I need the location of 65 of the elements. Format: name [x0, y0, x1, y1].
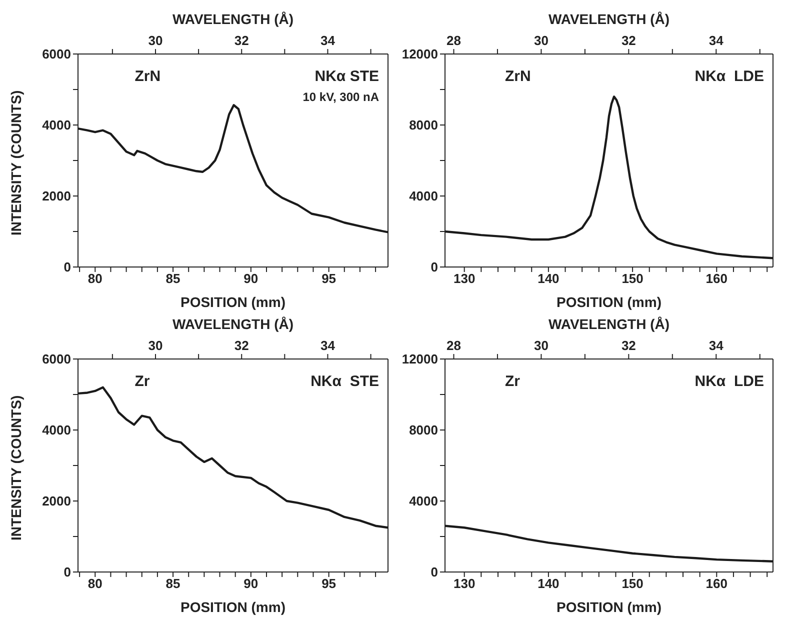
x-tick-label: 160 — [706, 576, 728, 592]
x-axis-title: POSITION (mm) — [556, 294, 662, 310]
x-tick-label: 80 — [88, 271, 102, 286]
x-tick-label: 85 — [166, 576, 180, 592]
annotation: ZrN — [134, 68, 161, 85]
annotation: Zr — [134, 373, 150, 390]
x-tick-label: 80 — [88, 576, 102, 592]
x2-tick-label: 28 — [446, 33, 461, 48]
annotation: NKα STE — [314, 68, 379, 85]
x-tick-label: 150 — [622, 576, 644, 592]
x-axis-title: POSITION (mm) — [556, 599, 662, 615]
x-tick-label: 130 — [453, 576, 476, 592]
x-tick-label: 90 — [244, 271, 258, 286]
y-axis-title: INTENSITY (COUNTS) — [8, 395, 24, 540]
x2-tick-label: 34 — [320, 338, 336, 353]
annotation: Zr — [504, 373, 520, 390]
x2-tick-label: 28 — [446, 338, 461, 353]
x2-tick-label: 32 — [621, 338, 636, 353]
y-tick-label: 4000 — [409, 188, 438, 204]
annotation: NKα STE — [310, 373, 379, 390]
x-tick-label: 140 — [538, 576, 560, 592]
x-tick-label: 90 — [244, 576, 258, 592]
annotation: 10 kV, 300 nA — [302, 90, 379, 104]
x-tick-label: 160 — [706, 271, 728, 286]
x2-axis-title: WAVELENGTH (Å) — [172, 316, 294, 332]
x2-tick-label: 34 — [708, 338, 724, 353]
x2-tick-label: 30 — [534, 338, 548, 353]
y-tick-label: 0 — [430, 564, 438, 580]
y-tick-label: 12000 — [402, 46, 438, 62]
x-tick-label: 85 — [166, 271, 180, 286]
y-tick-label: 2000 — [42, 494, 71, 509]
y-axis-title: INTENSITY (COUNTS) — [8, 90, 24, 236]
y-tick-label: 6000 — [42, 352, 71, 367]
x-tick-label: 95 — [322, 271, 336, 286]
y-tick-label: 0 — [64, 260, 71, 275]
x2-axis-title: WAVELENGTH (Å) — [172, 11, 294, 27]
y-tick-label: 8000 — [409, 422, 438, 438]
x2-tick-label: 32 — [234, 338, 249, 353]
annotation: ZrN — [504, 68, 531, 85]
x-tick-label: 130 — [453, 271, 476, 286]
x2-tick-label: 30 — [534, 33, 548, 48]
y-tick-label: 0 — [430, 260, 438, 275]
y-tick-label: 4000 — [42, 422, 71, 438]
x-tick-label: 140 — [538, 271, 560, 286]
y-tick-label: 8000 — [409, 118, 438, 133]
x-axis-title: POSITION (mm) — [180, 294, 286, 310]
x-tick-label: 150 — [622, 271, 644, 286]
y-tick-label: 4000 — [42, 118, 71, 133]
y-tick-label: 4000 — [409, 494, 438, 509]
x2-tick-label: 30 — [148, 338, 163, 353]
y-tick-label: 2000 — [42, 188, 71, 204]
x-tick-label: 95 — [322, 576, 336, 592]
x2-tick-label: 30 — [148, 33, 163, 48]
x2-tick-label: 34 — [708, 33, 724, 48]
annotation: NKα LDE — [694, 68, 764, 85]
x2-tick-label: 32 — [234, 33, 249, 48]
x-axis-title: POSITION (mm) — [180, 599, 286, 615]
x2-axis-title: WAVELENGTH (Å) — [548, 316, 670, 332]
annotation: NKα LDE — [694, 373, 764, 390]
y-tick-label: 12000 — [402, 352, 438, 367]
x2-tick-label: 32 — [621, 33, 636, 48]
y-tick-label: 0 — [64, 564, 71, 580]
x2-axis-title: WAVELENGTH (Å) — [548, 11, 670, 27]
y-tick-label: 6000 — [42, 46, 71, 62]
x2-tick-label: 34 — [320, 33, 336, 48]
